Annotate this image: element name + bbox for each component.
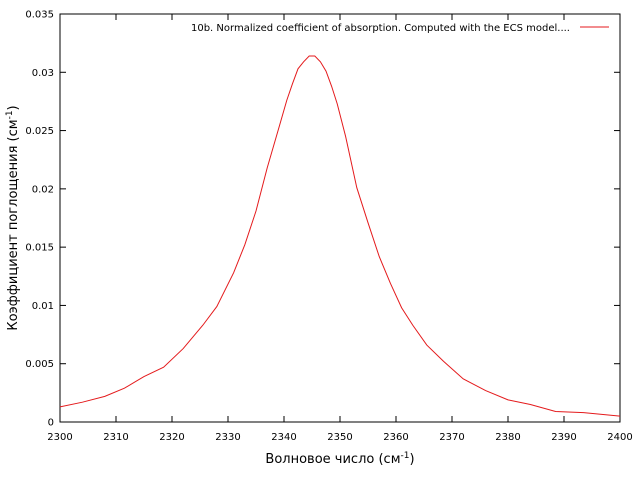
x-tick-label: 2300 bbox=[47, 432, 72, 443]
y-tick-label: 0.005 bbox=[25, 359, 54, 370]
x-tick-label: 2400 bbox=[607, 432, 632, 443]
y-tick-label: 0 bbox=[48, 418, 54, 429]
y-tick-label: 0.01 bbox=[32, 301, 54, 312]
y-tick-label: 0.015 bbox=[25, 243, 54, 254]
legend-label: 10b. Normalized coefficient of absorptio… bbox=[191, 23, 570, 34]
x-tick-label: 2350 bbox=[327, 432, 352, 443]
x-tick-label: 2390 bbox=[551, 432, 576, 443]
legend: 10b. Normalized coefficient of absorptio… bbox=[191, 23, 609, 34]
x-tick-label: 2330 bbox=[215, 432, 240, 443]
x-tick-label: 2310 bbox=[103, 432, 128, 443]
y-tick-label: 0.02 bbox=[32, 184, 54, 195]
x-tick-label: 2340 bbox=[271, 432, 296, 443]
y-tick-label: 0.03 bbox=[32, 68, 54, 79]
x-axis-title: Волновое число (см-1) bbox=[265, 451, 414, 467]
x-tick-label: 2320 bbox=[159, 432, 184, 443]
y-axis: 0 0.005 0.01 0.015 0.02 0.025 0.03 0.035 bbox=[25, 10, 620, 429]
plot-frame bbox=[59, 13, 621, 423]
y-tick-label: 0.035 bbox=[25, 10, 54, 21]
x-tick-label: 2380 bbox=[495, 432, 520, 443]
y-tick-label: 0.025 bbox=[25, 126, 54, 137]
x-axis: 2300 2310 2320 2330 2340 2350 2360 2370 2380 2390… bbox=[47, 14, 633, 443]
series-line bbox=[59, 55, 621, 417]
x-tick-label: 2360 bbox=[383, 432, 408, 443]
y-axis-title: Коэффициент поглощения (см-1) bbox=[5, 105, 21, 330]
x-tick-label: 2370 bbox=[439, 432, 464, 443]
